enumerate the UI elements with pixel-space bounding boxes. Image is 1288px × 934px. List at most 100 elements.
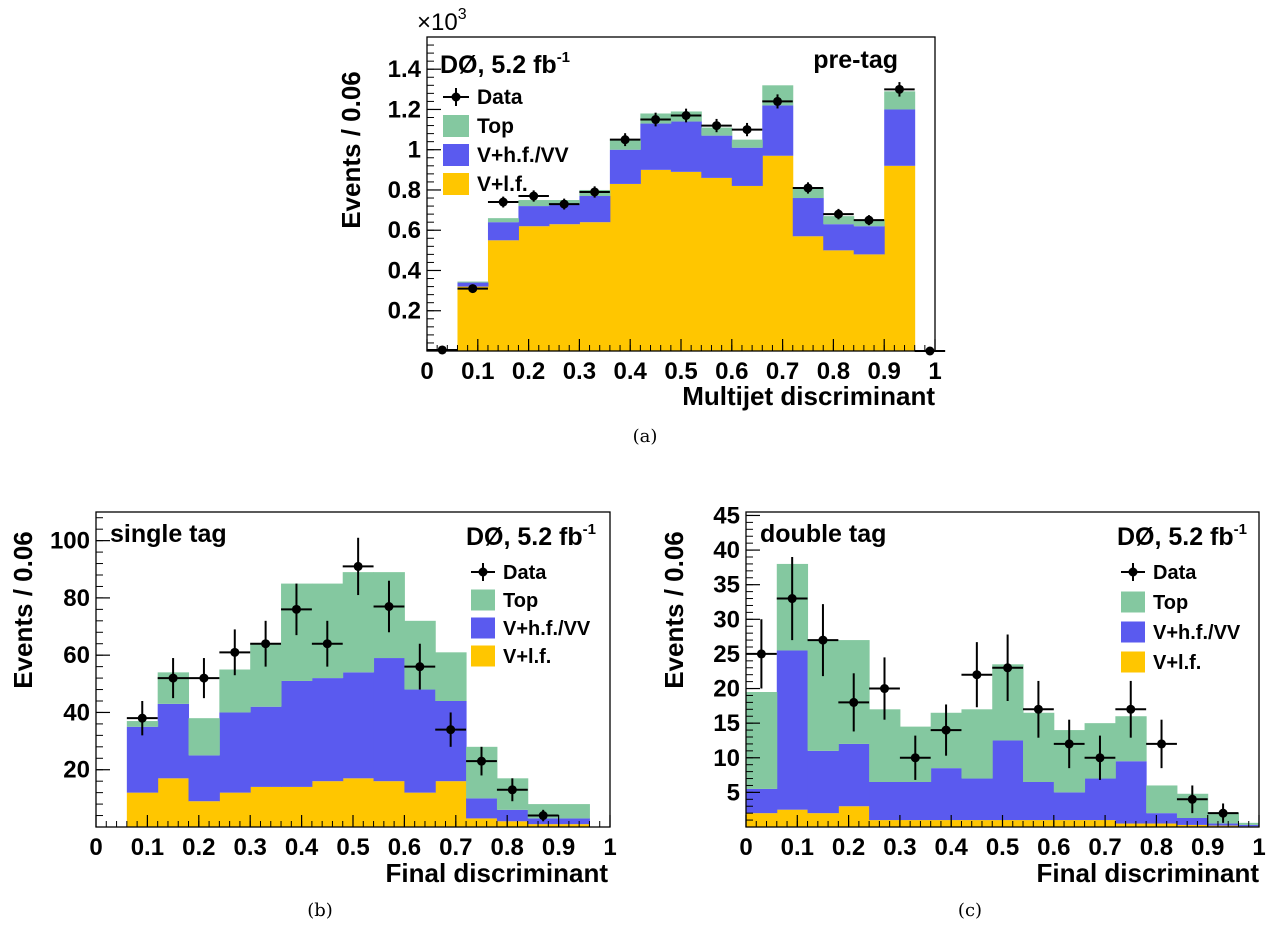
data-marker (538, 811, 548, 821)
x-tick-label: 0 (89, 834, 102, 861)
data-point (342, 537, 374, 596)
x-tick-label: 0.2 (182, 834, 215, 861)
bar-vlf (776, 809, 809, 827)
y-tick-label: 45 (713, 502, 740, 529)
bar-vhf (640, 123, 672, 170)
bar-vlf (466, 818, 498, 827)
data-marker (681, 111, 691, 120)
x-axis-title: Final discriminant (386, 858, 609, 888)
data-marker (261, 639, 271, 649)
legend-swatch-vhf (1121, 621, 1145, 643)
data-marker (833, 209, 843, 219)
y-axis-title: Events / 0.06 (659, 531, 689, 689)
bar-top (869, 709, 901, 782)
legend-swatch-vlf (443, 173, 469, 195)
legend-label: Top (503, 590, 538, 612)
panel-c: 0 0.1 0.2 0.3 0.4 0.5 0.6 0.7 0.8 0.9 151015202530… (659, 502, 1266, 921)
data-marker (1187, 794, 1197, 804)
x-tick-label: 0.4 (935, 834, 969, 861)
bar-top (746, 692, 778, 789)
legend-entry-top: Top (1121, 591, 1188, 614)
series-vlf (746, 806, 1260, 827)
x-tick-label: 0.7 (1088, 834, 1121, 861)
x-tick-label: 0.1 (781, 834, 814, 861)
data-point (219, 629, 251, 676)
bar-vhf (838, 743, 870, 807)
data-marker (787, 594, 797, 604)
data-marker (468, 284, 478, 294)
bar-vlf (640, 169, 672, 351)
bar-vhf (930, 768, 962, 821)
y-tick-label: 20 (63, 757, 90, 784)
bar-vhf (807, 750, 839, 814)
data-marker (291, 604, 301, 614)
panel-caption: (c) (958, 900, 982, 921)
series-vhf (457, 105, 916, 287)
bar-vhf (527, 818, 560, 825)
bar-top (518, 200, 550, 207)
data-point (466, 746, 497, 776)
y-tick-label: 0.4 (388, 257, 422, 284)
data-point (487, 196, 519, 208)
bar-top (558, 804, 590, 819)
bar-vhf (219, 712, 251, 793)
bar-vlf (899, 820, 932, 827)
legend-swatch-top (1121, 591, 1145, 613)
bar-vhf (1115, 761, 1147, 824)
legend-entry-data: Data (471, 562, 547, 584)
bar-vhf (992, 740, 1024, 821)
legend-swatch-vhf (471, 617, 495, 639)
data-marker (1218, 808, 1228, 818)
bar-vhf (869, 782, 901, 821)
data-point (930, 704, 962, 756)
bar-vhf (548, 204, 580, 225)
category-label: double tag (760, 520, 886, 548)
data-marker (910, 753, 920, 763)
data-point (731, 122, 763, 137)
y-multiplier: ×103 (417, 6, 467, 36)
x-tick-label: 0.5 (986, 834, 1019, 861)
bar-top (731, 139, 763, 148)
bar-vlf (807, 813, 839, 827)
bar-vlf (792, 236, 824, 351)
x-tick-label: 0.6 (388, 834, 421, 861)
bar-vhf (670, 121, 702, 172)
data-marker (941, 725, 951, 735)
legend-label: V+h.f./VV (1153, 622, 1241, 644)
bar-vhf (762, 105, 794, 156)
data-marker (437, 345, 447, 355)
data-marker (1064, 739, 1074, 749)
data-point (404, 643, 436, 690)
bar-vhf (776, 650, 809, 810)
data-point (435, 712, 467, 747)
legend-label: Top (477, 115, 514, 138)
series-data (746, 557, 1239, 823)
y-tick-label: 0.8 (388, 177, 421, 204)
bar-vhf (792, 198, 824, 237)
bar-vlf (311, 781, 344, 827)
panel-caption: (b) (307, 900, 333, 921)
legend-swatch-vhf (443, 144, 469, 166)
x-tick-label: 0.9 (868, 358, 901, 385)
legend: Data Top V+h.f./VV V+l.f. (1121, 562, 1241, 674)
data-marker (1033, 704, 1043, 714)
x-tick-label: 0 (420, 358, 433, 385)
legend-entry-vlf: V+l.f. (1121, 651, 1201, 674)
bar-vlf (731, 185, 763, 351)
data-point (701, 118, 732, 133)
x-tick-label: 0.3 (234, 834, 267, 861)
y-tick-label: 35 (713, 572, 740, 599)
data-marker (712, 121, 722, 131)
data-point (157, 658, 189, 699)
bar-top (457, 281, 489, 283)
data-marker (559, 199, 569, 209)
x-axis: 0 0.1 0.2 0.3 0.4 0.5 0.6 0.7 0.8 0.9 1 (739, 815, 1266, 861)
y-axis: 5 10 15 20 25 30 35 40 45 (713, 502, 760, 821)
bar-vlf (1023, 820, 1055, 827)
bar-vlf (853, 254, 885, 351)
bar-vhf (487, 222, 519, 241)
legend-entry-vhf: V+h.f./VV (471, 617, 591, 640)
data-marker (446, 725, 456, 735)
data-point (992, 634, 1024, 701)
